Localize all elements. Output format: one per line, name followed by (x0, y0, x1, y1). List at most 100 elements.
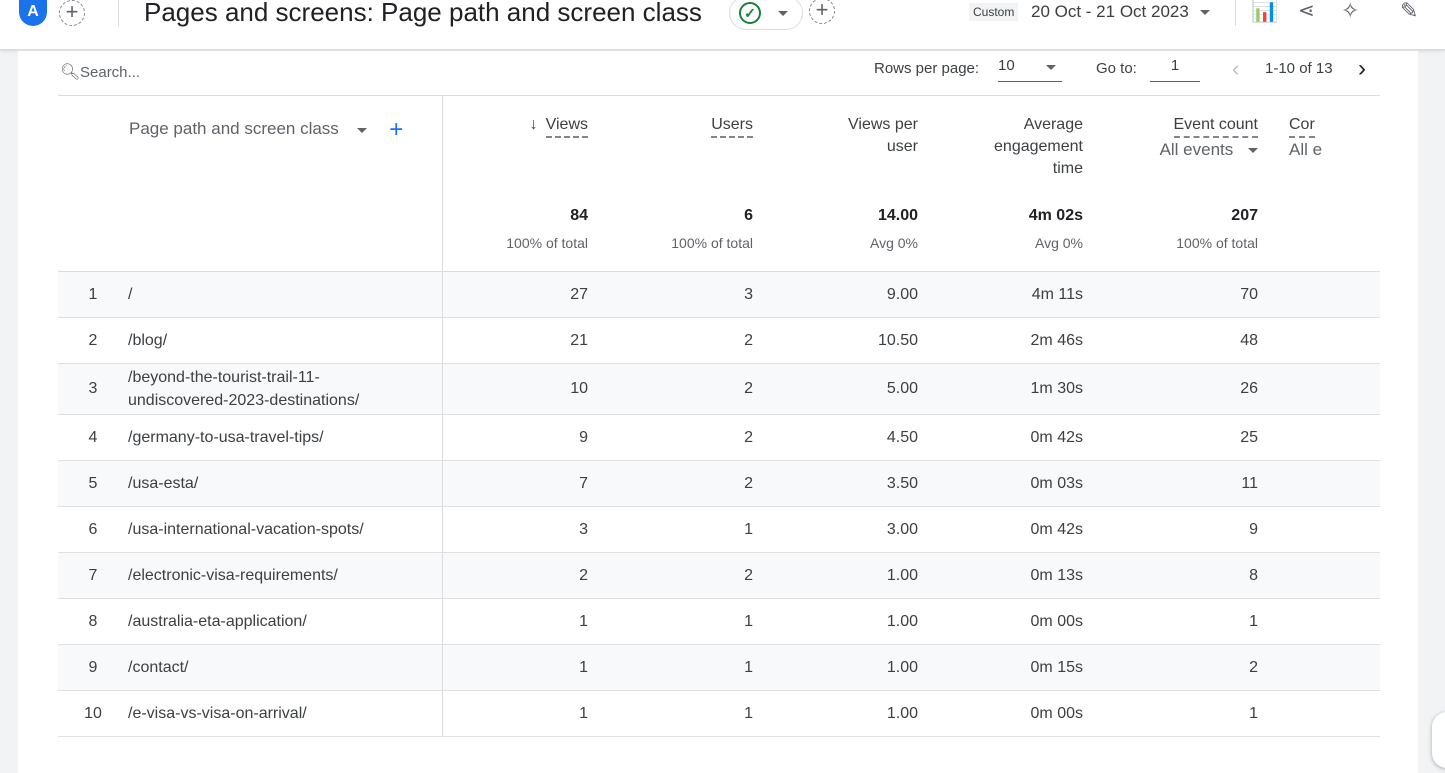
goto-label: Go to: (1096, 60, 1137, 77)
total-views-per-user: 14.00 Avg 0% (753, 201, 918, 272)
table-row[interactable]: 6/usa-international-vacation-spots/ 3 1 … (58, 506, 1380, 553)
page-path-cell[interactable]: 1/ (58, 271, 443, 318)
page-path-cell[interactable]: 6/usa-international-vacation-spots/ (58, 506, 443, 553)
saved-status-chip[interactable]: ✓ (729, 0, 803, 30)
avg-engagement-cell: 0m 03s (1030, 474, 1083, 492)
check-circle-icon: ✓ (739, 2, 761, 24)
next-page-icon[interactable]: › (1358, 55, 1366, 82)
page-path-cell[interactable]: 9/contact/ (58, 644, 443, 691)
page-path-cell[interactable]: 5/usa-esta/ (58, 460, 443, 507)
page-path-cell[interactable]: 3/beyond-the-tourist-trail-11-undiscover… (58, 363, 443, 415)
page-path-cell[interactable]: 4/germany-to-usa-travel-tips/ (58, 414, 443, 461)
users-cell: 2 (744, 331, 753, 349)
column-header-views-per-user[interactable]: Views per user (753, 96, 918, 201)
column-label: Views per user (848, 116, 918, 155)
avg-engagement-cell: 0m 13s (1030, 566, 1083, 584)
total-conversions (1276, 201, 1380, 272)
conversions-cell (1276, 415, 1380, 461)
page-path: /e-visa-vs-visa-on-arrival/ (128, 705, 307, 722)
column-header-conversions[interactable]: Cor All e (1276, 96, 1380, 201)
column-header-event-count[interactable]: Event count All events (1083, 96, 1276, 201)
table-row[interactable]: 2/blog/ 21 2 10.50 2m 46s 48 (58, 317, 1380, 364)
users-cell: 1 (744, 612, 753, 630)
views-per-user-cell: 1.00 (886, 658, 918, 676)
scroll-handle[interactable] (1432, 712, 1445, 768)
chevron-down-icon[interactable] (357, 127, 368, 133)
add-dimension-icon[interactable]: + (389, 116, 404, 143)
data-table: Page path and screen class + ↓ Views User… (58, 95, 1380, 737)
goto-input[interactable]: 1 (1150, 57, 1200, 82)
table-row[interactable]: 4/germany-to-usa-travel-tips/ 9 2 4.50 0… (58, 414, 1380, 461)
conversions-cell (1276, 461, 1380, 507)
views-cell: 7 (579, 474, 588, 492)
views-cell: 1 (579, 704, 588, 722)
top-bar: A + Pages and screens: Page path and scr… (0, 0, 1445, 50)
page-path-cell[interactable]: 8/australia-eta-application/ (58, 598, 443, 645)
avatar[interactable]: A (19, 0, 47, 26)
search-icon: 🔍︎ (60, 64, 81, 81)
page-path-cell[interactable]: 10/e-visa-vs-visa-on-arrival/ (58, 690, 443, 737)
page-path-cell[interactable]: 2/blog/ (58, 317, 443, 364)
table-row[interactable]: 9/contact/ 1 1 1.00 0m 15s 2 (58, 644, 1380, 691)
views-per-user-cell: 4.50 (886, 428, 918, 446)
event-count-cell: 25 (1240, 428, 1258, 446)
rows-per-page-select[interactable]: 10 (998, 57, 1062, 82)
share-icon[interactable]: ⋖ (1298, 0, 1315, 22)
views-cell: 1 (579, 612, 588, 630)
event-count-cell: 70 (1240, 285, 1258, 303)
chevron-down-icon (1199, 10, 1210, 16)
avg-engagement-cell: 0m 42s (1030, 520, 1083, 538)
conversions-cell (1276, 364, 1380, 415)
date-preset-label: Custom (969, 3, 1019, 21)
total-sub: 100% of total (506, 234, 588, 251)
users-cell: 1 (744, 704, 753, 722)
add-comparison-icon[interactable]: + (59, 0, 85, 26)
page-path: /usa-esta/ (128, 475, 199, 492)
rows-per-page-value: 10 (998, 57, 1015, 74)
row-index: 5 (88, 474, 98, 492)
page-path: /blog/ (128, 332, 168, 349)
table-row[interactable]: 1/ 27 3 9.00 4m 11s 70 (58, 271, 1380, 318)
date-range-text: 20 Oct - 21 Oct 2023 (1031, 2, 1189, 21)
table-row[interactable]: 10/e-visa-vs-visa-on-arrival/ 1 1 1.00 0… (58, 690, 1380, 737)
total-value: 84 (570, 206, 588, 224)
column-header-views[interactable]: ↓ Views (442, 96, 588, 201)
search-input[interactable]: 🔍︎Search... (60, 62, 140, 82)
conversions-cell (1276, 318, 1380, 364)
table-row[interactable]: 5/usa-esta/ 7 2 3.50 0m 03s 11 (58, 460, 1380, 507)
search-placeholder: Search... (80, 64, 141, 81)
column-header-avg-engagement-time[interactable]: Average engagement time (918, 96, 1083, 201)
page-path: /usa-international-vacation-spots/ (128, 521, 364, 538)
conversions-cell (1276, 645, 1380, 691)
add-filter-icon[interactable]: + (809, 0, 835, 24)
table-row[interactable]: 3/beyond-the-tourist-trail-11-undiscover… (58, 363, 1380, 415)
event-filter-value[interactable]: All e (1289, 140, 1323, 159)
event-filter-select[interactable]: All events (1083, 138, 1258, 162)
users-cell: 2 (744, 428, 753, 446)
table-row[interactable]: 8/australia-eta-application/ 1 1 1.00 0m… (58, 598, 1380, 645)
page-title: Pages and screens: Page path and screen … (144, 0, 702, 27)
edit-pencil-icon[interactable]: ✎ (1400, 0, 1419, 23)
customize-report-icon[interactable]: 📊 (1251, 0, 1279, 23)
insights-icon[interactable]: ✧ (1341, 0, 1360, 23)
views-per-user-cell: 3.50 (886, 474, 918, 492)
page-path: /germany-to-usa-travel-tips/ (128, 429, 324, 446)
users-cell: 3 (744, 285, 753, 303)
avg-engagement-cell: 1m 30s (1030, 380, 1083, 397)
table-row[interactable]: 7/electronic-visa-requirements/ 2 2 1.00… (58, 552, 1380, 599)
chevron-down-icon (1248, 148, 1258, 154)
views-cell: 21 (570, 331, 588, 349)
dimension-header-label: Page path and screen class (129, 119, 339, 139)
previous-page-icon[interactable]: ‹ (1232, 56, 1240, 81)
views-cell: 2 (579, 566, 588, 584)
users-cell: 1 (744, 520, 753, 538)
sort-descending-icon: ↓ (529, 116, 538, 133)
row-index: 3 (88, 380, 98, 397)
dimension-header[interactable]: Page path and screen class + (58, 95, 443, 201)
column-header-users[interactable]: Users (588, 96, 753, 201)
row-index: 8 (88, 612, 98, 630)
divider (1235, 0, 1236, 26)
page-path: /australia-eta-application/ (128, 613, 307, 630)
page-path-cell[interactable]: 7/electronic-visa-requirements/ (58, 552, 443, 599)
date-range-picker[interactable]: 20 Oct - 21 Oct 2023 (1031, 2, 1210, 22)
